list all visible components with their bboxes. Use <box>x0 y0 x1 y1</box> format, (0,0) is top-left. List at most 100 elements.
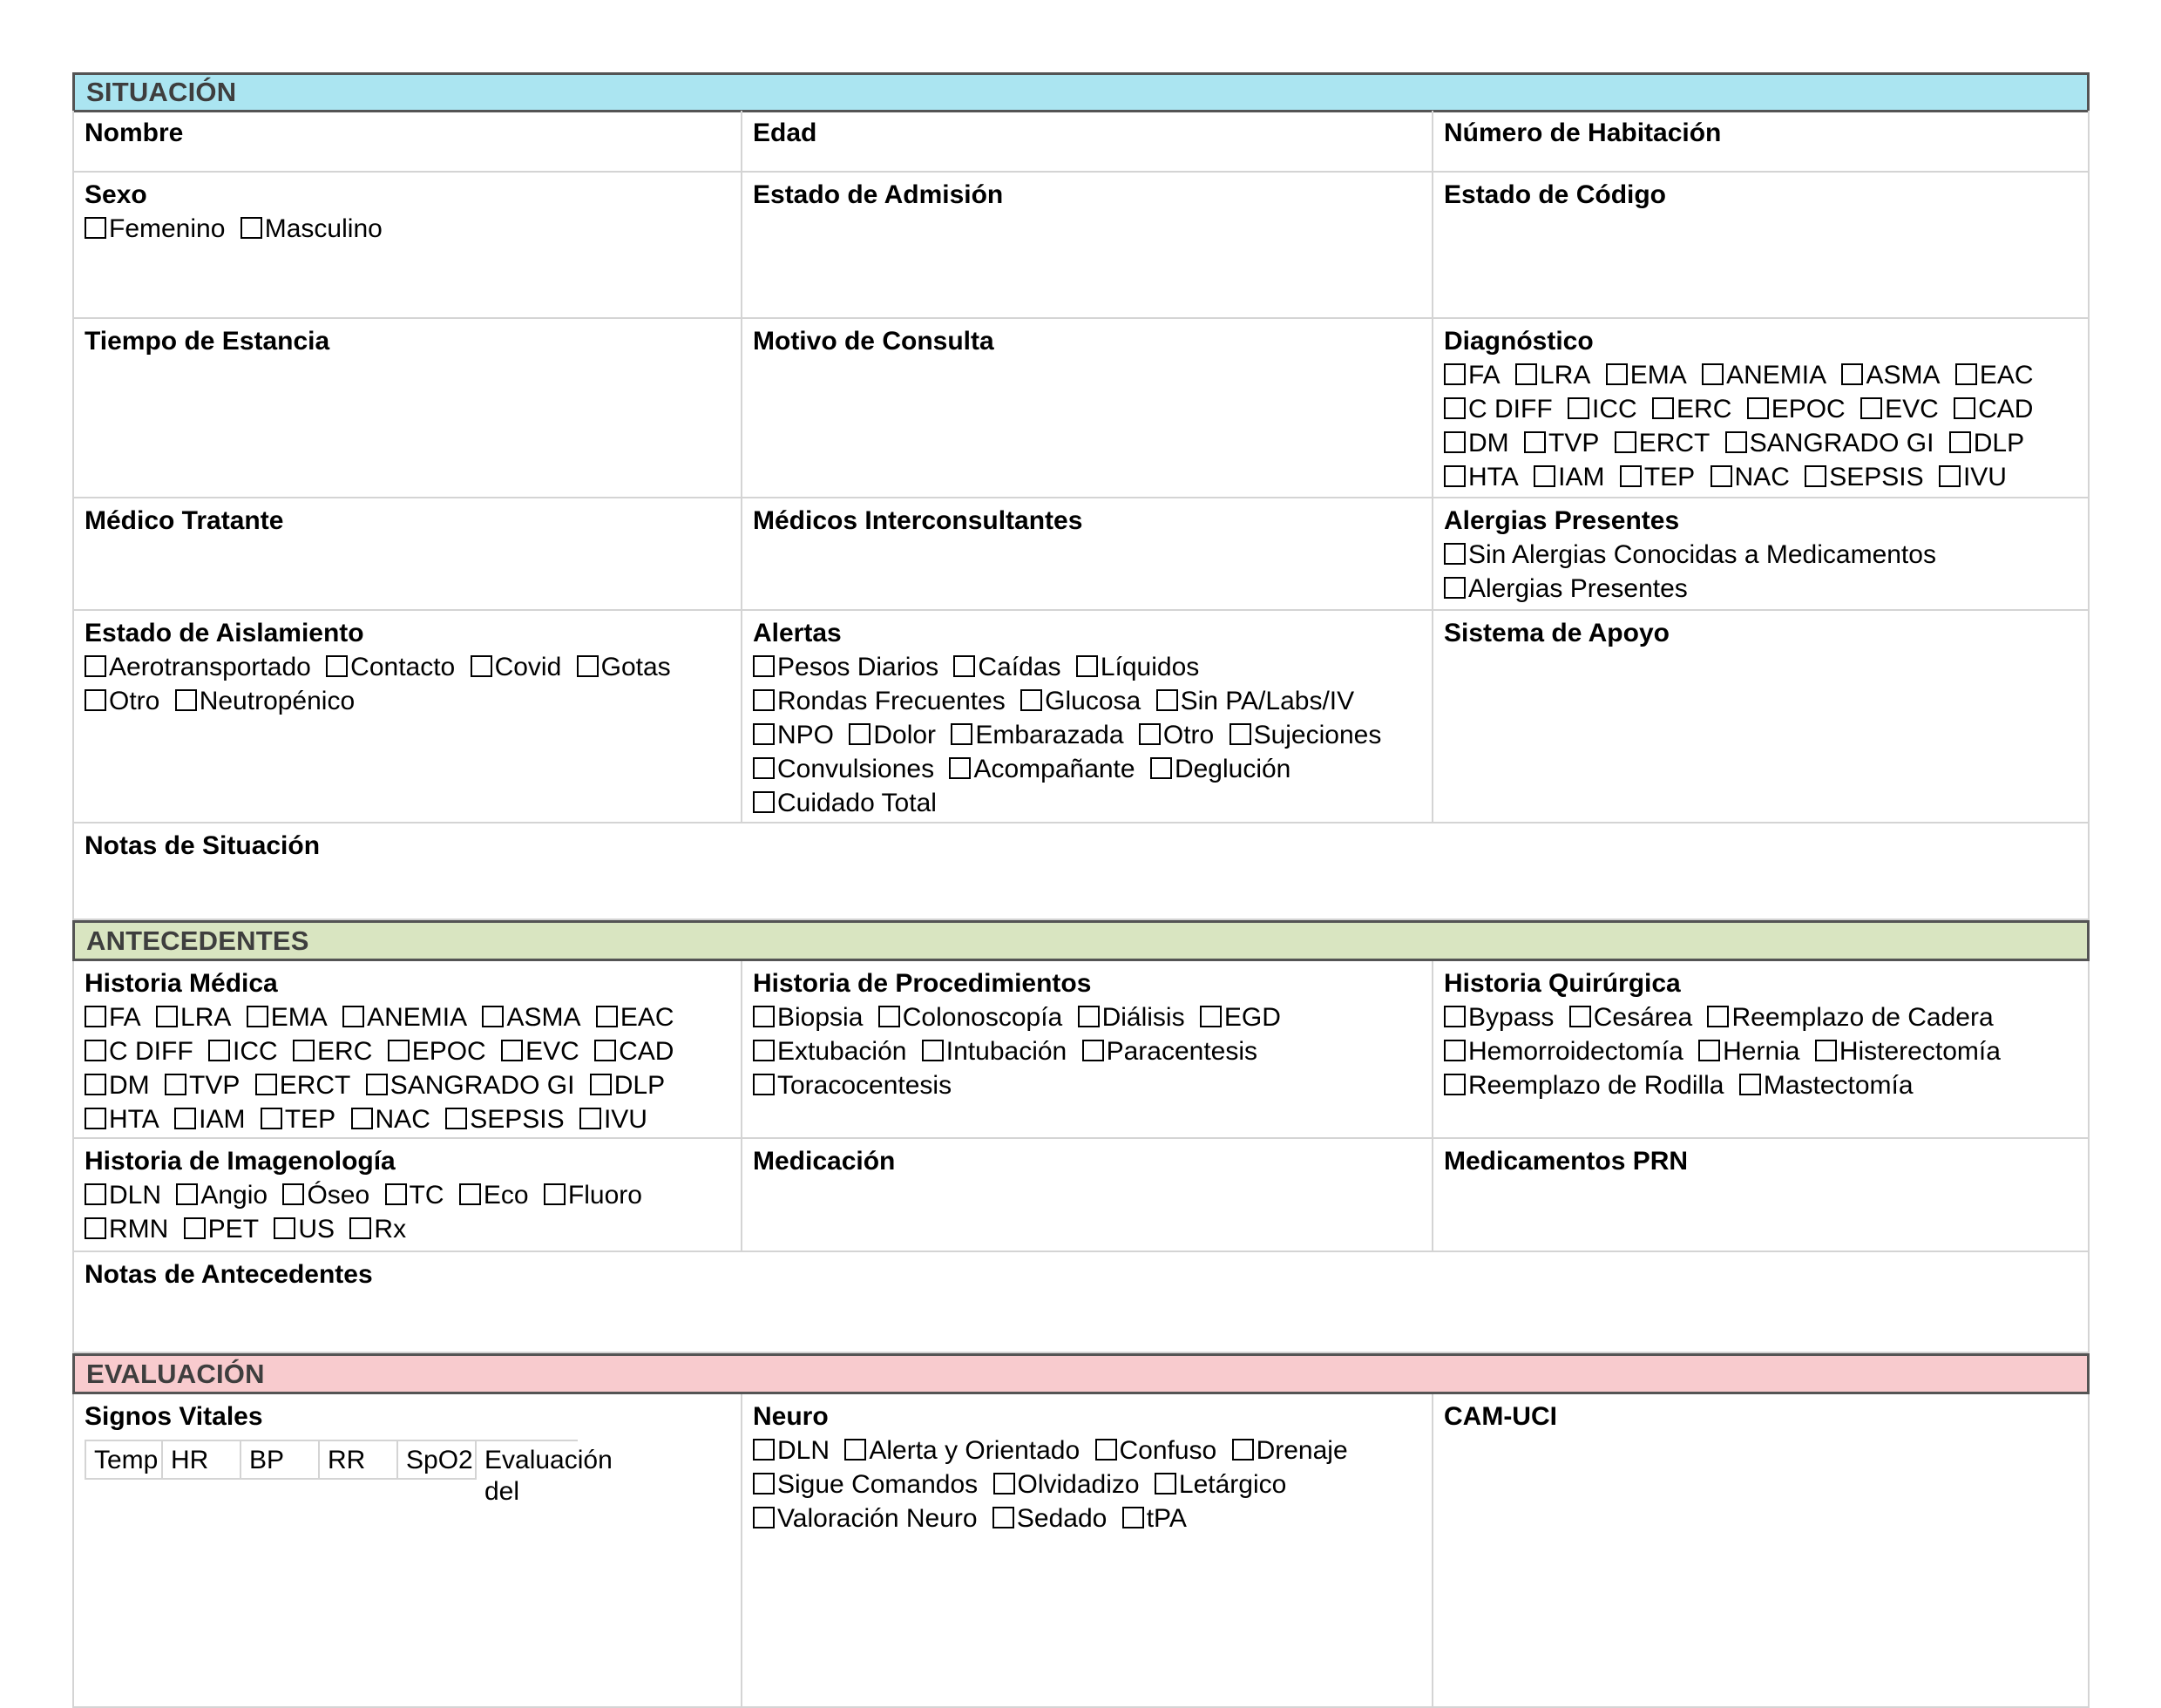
checkbox-icon[interactable] <box>1444 465 1466 487</box>
cell-alertas[interactable]: Alertas Pesos Diarios Caídas Líquidos Ro… <box>742 611 1433 824</box>
checkbox-option[interactable]: Valoración Neuro <box>753 1504 978 1533</box>
checkbox-option[interactable]: NAC <box>1710 463 1790 491</box>
checkbox-icon[interactable] <box>992 1507 1014 1528</box>
cell-medicacion[interactable]: Medicación <box>742 1139 1433 1252</box>
checkbox-option[interactable]: Dolor <box>849 721 936 749</box>
checkbox-icon[interactable] <box>260 1108 282 1129</box>
checkbox-option[interactable]: ANEMIA <box>342 1003 467 1032</box>
checkbox-option[interactable]: Contacto <box>326 653 455 681</box>
checkbox-icon[interactable] <box>753 1473 775 1494</box>
cell-sistema-apoyo[interactable]: Sistema de Apoyo <box>1433 611 2090 824</box>
checkbox-icon[interactable] <box>1444 1074 1466 1095</box>
checkbox-option[interactable]: EPOC <box>1746 395 1846 424</box>
checkbox-option[interactable]: IAM <box>174 1105 245 1134</box>
checkbox-option[interactable]: TEP <box>1619 463 1695 491</box>
checkbox-icon[interactable] <box>1738 1074 1761 1095</box>
checkbox-option[interactable]: Mastectomía <box>1738 1071 1914 1100</box>
checkbox-icon[interactable] <box>753 791 775 813</box>
checkbox-icon[interactable] <box>1814 1040 1837 1061</box>
checkbox-icon[interactable] <box>1568 1006 1591 1027</box>
checkbox-icon[interactable] <box>1094 1439 1117 1461</box>
checkbox-option[interactable]: Angio <box>176 1181 268 1210</box>
checkbox-icon[interactable] <box>174 1108 197 1129</box>
checkbox-option[interactable]: Líquidos <box>1075 653 1199 681</box>
checkbox-option[interactable]: EGD <box>1199 1003 1281 1032</box>
checkbox-option[interactable]: TEP <box>260 1105 335 1134</box>
checkbox-option[interactable]: HTA <box>1444 463 1519 491</box>
checkbox-option[interactable]: Embarazada <box>951 721 1124 749</box>
cell-tiempo-estancia[interactable]: Tiempo de Estancia <box>72 319 742 498</box>
checkbox-option[interactable]: Biopsia <box>753 1003 863 1032</box>
checkbox-icon[interactable] <box>246 1006 268 1027</box>
checkbox-icon[interactable] <box>1568 397 1589 419</box>
checkbox-icon[interactable] <box>595 1006 618 1027</box>
checkbox-option[interactable]: Gotas <box>576 653 671 681</box>
cell-medico-tratante[interactable]: Médico Tratante <box>72 498 742 611</box>
checkbox-option[interactable]: Toracocentesis <box>753 1071 952 1100</box>
checkbox-icon[interactable] <box>85 1217 106 1239</box>
checkbox-option[interactable]: Olvidadizo <box>992 1470 1140 1499</box>
checkbox-option[interactable]: tPA <box>1121 1504 1187 1533</box>
checkbox-icon[interactable] <box>753 1074 775 1095</box>
checkbox-icon[interactable] <box>953 655 976 677</box>
checkbox-icon[interactable] <box>156 1006 179 1027</box>
checkbox-option[interactable]: Óseo <box>282 1181 369 1210</box>
checkbox-icon[interactable] <box>1444 543 1466 565</box>
cell-historia-procedimientos[interactable]: Historia de Procedimientos Biopsia Colon… <box>742 961 1433 1139</box>
checkbox-icon[interactable] <box>1710 465 1732 487</box>
checkbox-icon[interactable] <box>1020 689 1043 711</box>
checkbox-icon[interactable] <box>365 1074 388 1095</box>
checkbox-option[interactable]: Hernia <box>1698 1037 1799 1066</box>
checkbox-icon[interactable] <box>1805 465 1827 487</box>
checkbox-option[interactable]: Alergias Presentes <box>1444 574 1688 603</box>
checkbox-icon[interactable] <box>1534 465 1556 487</box>
checkbox-option[interactable]: C DIFF <box>1444 395 1553 424</box>
checkbox-icon[interactable] <box>1938 465 1961 487</box>
checkbox-icon[interactable] <box>594 1040 617 1061</box>
checkbox-icon[interactable] <box>174 689 197 711</box>
checkbox-icon[interactable] <box>1075 655 1098 677</box>
checkbox-option[interactable]: Reemplazo de Rodilla <box>1444 1071 1724 1100</box>
checkbox-option[interactable]: Neutropénico <box>174 687 355 715</box>
checkbox-icon[interactable] <box>949 757 972 779</box>
checkbox-option[interactable]: Otro <box>85 687 159 715</box>
checkbox-icon[interactable] <box>254 1074 277 1095</box>
cell-notas-situacion[interactable]: Notas de Situación <box>72 824 2090 920</box>
checkbox-option[interactable]: Eco <box>458 1181 529 1210</box>
checkbox-option[interactable]: Alerta y Orientado <box>844 1436 1080 1465</box>
checkbox-option[interactable]: Deglución <box>1149 755 1291 783</box>
checkbox-option[interactable]: SANGRADO GI <box>1724 429 1934 458</box>
checkbox-option[interactable]: Masculino <box>240 214 383 243</box>
checkbox-option[interactable]: EMA <box>246 1003 328 1032</box>
checkbox-icon[interactable] <box>1444 397 1466 419</box>
checkbox-option[interactable]: Acompañante <box>949 755 1135 783</box>
checkbox-icon[interactable] <box>1605 363 1628 385</box>
checkbox-icon[interactable] <box>1746 397 1769 419</box>
cell-historia-medica[interactable]: Historia Médica FA LRA EMA ANEMIA ASMA E… <box>72 961 742 1139</box>
checkbox-option[interactable]: Sin Alergias Conocidas a Medicamentos <box>1444 540 1936 569</box>
checkbox-option[interactable]: US <box>274 1215 335 1244</box>
cell-notas-antecedentes[interactable]: Notas de Antecedentes <box>72 1252 2090 1353</box>
checkbox-option[interactable]: Extubación <box>753 1037 906 1066</box>
checkbox-option[interactable]: Drenaje <box>1231 1436 1348 1465</box>
checkbox-icon[interactable] <box>274 1217 296 1239</box>
checkbox-icon[interactable] <box>85 1183 106 1205</box>
checkbox-option[interactable]: SEPSIS <box>445 1105 565 1134</box>
checkbox-option[interactable]: C DIFF <box>85 1037 193 1066</box>
checkbox-option[interactable]: NPO <box>753 721 834 749</box>
checkbox-icon[interactable] <box>1954 397 1976 419</box>
checkbox-icon[interactable] <box>387 1040 410 1061</box>
checkbox-icon[interactable] <box>1155 689 1178 711</box>
checkbox-icon[interactable] <box>1149 757 1172 779</box>
checkbox-icon[interactable] <box>576 655 599 677</box>
cell-cam-uci[interactable]: CAM-UCI <box>1433 1394 2090 1708</box>
checkbox-option[interactable]: Otro <box>1138 721 1214 749</box>
checkbox-icon[interactable] <box>85 1006 106 1027</box>
checkbox-option[interactable]: FA <box>1444 361 1501 390</box>
checkbox-option[interactable]: HTA <box>85 1105 159 1134</box>
checkbox-option[interactable]: LRA <box>156 1003 231 1032</box>
checkbox-icon[interactable] <box>342 1006 365 1027</box>
checkbox-option[interactable]: ICC <box>208 1037 278 1066</box>
checkbox-icon[interactable] <box>1444 1006 1466 1027</box>
cell-estado-aislamiento[interactable]: Estado de Aislamiento Aerotransportado C… <box>72 611 742 824</box>
